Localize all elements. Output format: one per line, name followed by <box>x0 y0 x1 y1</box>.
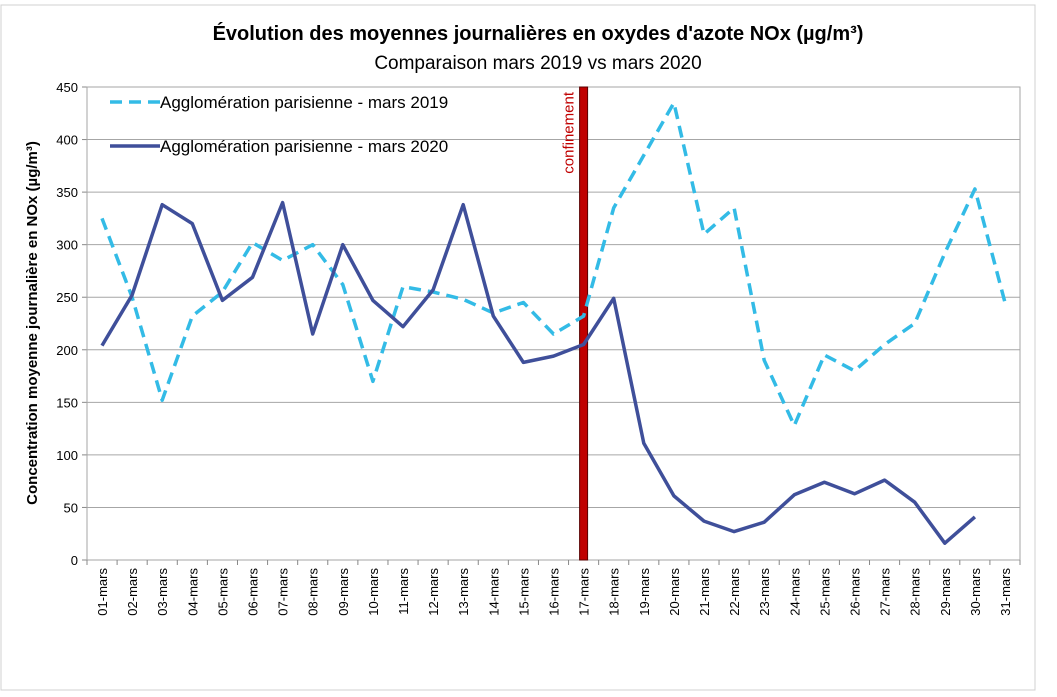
y-tick-label: 100 <box>56 448 78 463</box>
y-axis-label: Concentration moyenne journalière en NOx… <box>24 141 41 505</box>
y-tick-label: 0 <box>71 553 78 568</box>
x-tick-label: 30-mars <box>968 568 983 616</box>
chart-subtitle: Comparaison mars 2019 vs mars 2020 <box>374 53 701 74</box>
x-tick-label: 12-mars <box>426 568 441 616</box>
chart-frame <box>0 4 1036 691</box>
x-tick-label: 17-mars <box>577 568 592 616</box>
x-tick-label: 05-mars <box>215 568 230 616</box>
y-tick-label: 450 <box>56 80 78 95</box>
y-tick-label: 400 <box>56 133 78 148</box>
x-tick-label: 27-mars <box>878 568 893 616</box>
x-tick-label: 06-mars <box>246 568 261 616</box>
y-tick-label: 350 <box>56 185 78 200</box>
legend-label: Agglomération parisienne - mars 2019 <box>160 93 448 112</box>
x-tick-label: 25-mars <box>817 568 832 616</box>
chart-title: Évolution des moyennes journalières en o… <box>213 22 864 45</box>
x-tick-label: 15-mars <box>516 568 531 616</box>
plot-border <box>86 86 1021 561</box>
x-tick-label: 13-mars <box>456 568 471 616</box>
annotation-line <box>579 86 589 561</box>
series-line <box>100 200 977 545</box>
annotation-label: confinement <box>561 91 578 174</box>
x-tick-label: 16-mars <box>547 568 562 616</box>
x-tick-label: 28-mars <box>908 568 923 616</box>
x-tick-label: 09-mars <box>336 568 351 616</box>
y-tick-label: 300 <box>56 238 78 253</box>
x-tick-label: 20-mars <box>667 568 682 616</box>
legend-label: Agglomération parisienne - mars 2020 <box>160 137 448 156</box>
x-tick-label: 26-mars <box>847 568 862 616</box>
x-tick-label: 08-mars <box>306 568 321 616</box>
y-tick-label: 200 <box>56 343 78 358</box>
x-tick-label: 11-mars <box>396 568 411 615</box>
x-tick-label: 22-mars <box>727 568 742 616</box>
x-tick-label: 14-mars <box>486 568 501 616</box>
x-tick-label: 29-mars <box>938 568 953 616</box>
x-tick-label: 01-mars <box>95 568 110 616</box>
x-tick-label: 31-mars <box>998 568 1013 616</box>
x-tick-label: 10-mars <box>366 568 381 616</box>
x-tick-label: 18-mars <box>607 568 622 616</box>
x-tick-label: 19-mars <box>637 568 652 616</box>
x-tick-label: 02-mars <box>125 568 140 616</box>
y-tick-label: 150 <box>56 395 78 410</box>
series-line <box>100 101 1007 428</box>
x-tick-label: 03-mars <box>155 568 170 616</box>
x-tick-label: 04-mars <box>185 568 200 616</box>
x-tick-label: 24-mars <box>787 568 802 616</box>
x-tick-label: 21-mars <box>697 568 712 616</box>
y-tick-label: 50 <box>64 500 78 515</box>
x-tick-label: 07-mars <box>276 568 291 616</box>
y-tick-label: 250 <box>56 290 78 305</box>
x-tick-label: 23-mars <box>757 568 772 616</box>
